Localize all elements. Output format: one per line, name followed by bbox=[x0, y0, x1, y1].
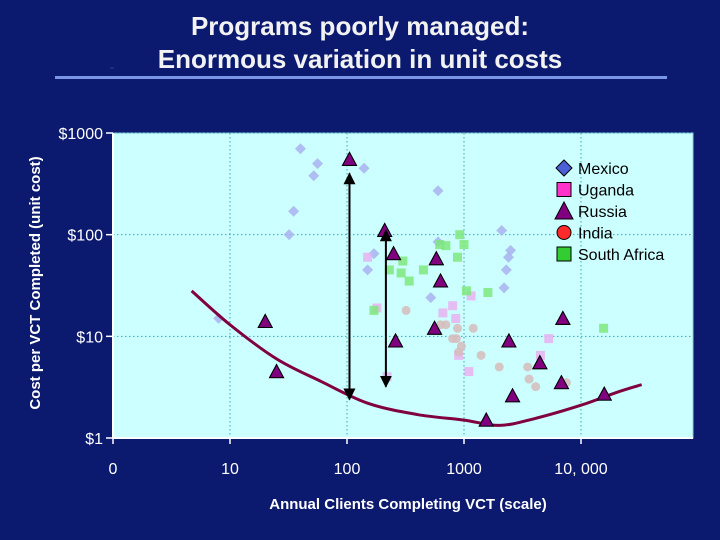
russia-point-top bbox=[426, 320, 443, 335]
mexico-point bbox=[283, 229, 295, 241]
south-africa-point bbox=[418, 265, 428, 275]
india-point bbox=[401, 305, 411, 315]
trend-curve bbox=[190, 289, 643, 427]
india-point bbox=[524, 374, 534, 384]
x-tick-label: 10 bbox=[221, 461, 239, 478]
south-africa-point bbox=[453, 252, 463, 262]
mexico-point bbox=[288, 205, 300, 217]
south-africa-point bbox=[461, 286, 471, 296]
legend-label: South Africa bbox=[578, 247, 664, 264]
south-africa-point bbox=[398, 256, 408, 266]
south-africa-point bbox=[441, 241, 451, 251]
russia-point-top bbox=[553, 374, 570, 390]
uganda-point bbox=[535, 350, 545, 360]
legend-label: Uganda bbox=[578, 183, 634, 200]
russia-point-top bbox=[532, 354, 548, 370]
x-axis-label: Annual Clients Completing VCT (scale) bbox=[269, 496, 547, 513]
india-point bbox=[476, 350, 486, 360]
india-point bbox=[451, 334, 461, 344]
x-tick-label: 0 bbox=[109, 461, 118, 478]
mexico-point bbox=[498, 282, 510, 294]
russia-point-top bbox=[504, 387, 521, 403]
uganda-point bbox=[466, 291, 476, 301]
uganda-point bbox=[363, 252, 373, 262]
russia-point-top bbox=[478, 412, 495, 427]
x-tick-label: 1000 bbox=[446, 461, 482, 478]
uganda-point bbox=[448, 301, 458, 311]
south-africa-point bbox=[435, 240, 445, 250]
title-line-1: Programs poorly managed: bbox=[190, 11, 530, 41]
uganda-point bbox=[464, 367, 474, 377]
plot-area bbox=[112, 132, 694, 439]
russia-point-top bbox=[387, 332, 404, 348]
mexico-point bbox=[505, 244, 517, 256]
mexico-point bbox=[432, 185, 444, 197]
y-tick-label: $10 bbox=[76, 329, 103, 346]
y-tick-label: $1 bbox=[85, 431, 103, 448]
south-africa-point bbox=[369, 305, 379, 315]
legend-south-africa-swatch bbox=[556, 246, 572, 262]
russia-point-top bbox=[341, 151, 358, 166]
title-underline bbox=[55, 76, 667, 79]
legend-uganda-swatch bbox=[556, 182, 572, 197]
mexico-point bbox=[308, 170, 320, 182]
mexico-point bbox=[502, 251, 514, 263]
x-tick-label: 10, 000 bbox=[554, 461, 607, 478]
mexico-point bbox=[362, 264, 374, 276]
legend-russia-swatch bbox=[554, 200, 574, 220]
mexico-point bbox=[312, 158, 324, 170]
south-africa-point bbox=[455, 230, 465, 240]
mexico-point bbox=[496, 224, 508, 236]
russia-point-top bbox=[555, 310, 571, 325]
uganda-point bbox=[382, 372, 392, 382]
y-tick-label: $100 bbox=[67, 228, 103, 245]
south-africa-point bbox=[599, 323, 609, 333]
chart-title: Programs poorly managed: Enormous variat… bbox=[60, 10, 660, 76]
south-africa-point bbox=[396, 268, 406, 278]
y-tick-label: $1000 bbox=[59, 126, 104, 143]
legend-mexico-swatch bbox=[555, 159, 573, 177]
south-africa-point bbox=[404, 276, 414, 286]
uganda-point bbox=[438, 308, 448, 318]
uganda-point bbox=[451, 313, 461, 323]
x-tick-label: 100 bbox=[334, 461, 361, 478]
india-point bbox=[441, 320, 451, 330]
russia-point-top bbox=[268, 363, 285, 379]
india-point bbox=[531, 382, 541, 392]
legend-label: Russia bbox=[578, 204, 627, 221]
y-axis-label: Cost per VCT Completed (unit cost) bbox=[27, 156, 44, 409]
legend-india-swatch bbox=[556, 225, 572, 240]
uganda-point bbox=[544, 334, 554, 344]
mexico-point bbox=[500, 264, 512, 276]
russia-point-top bbox=[501, 332, 517, 348]
russia-point-top bbox=[428, 250, 445, 266]
russia-point-top bbox=[257, 313, 274, 328]
legend-label: Mexico bbox=[578, 161, 629, 178]
india-point bbox=[523, 362, 533, 372]
decorative-mark bbox=[110, 67, 114, 69]
title-line-2: Enormous variation in unit costs bbox=[157, 44, 563, 74]
india-point bbox=[456, 341, 466, 351]
india-point bbox=[468, 323, 478, 333]
south-africa-point bbox=[483, 287, 493, 297]
mexico-point bbox=[425, 292, 437, 304]
russia-point-top bbox=[432, 272, 449, 288]
legend-label: India bbox=[578, 226, 613, 243]
south-africa-point bbox=[459, 240, 469, 250]
mexico-point bbox=[294, 143, 306, 155]
russia-point-top bbox=[596, 386, 613, 401]
mexico-point bbox=[358, 162, 370, 174]
india-point bbox=[494, 362, 504, 372]
india-point bbox=[453, 323, 463, 333]
